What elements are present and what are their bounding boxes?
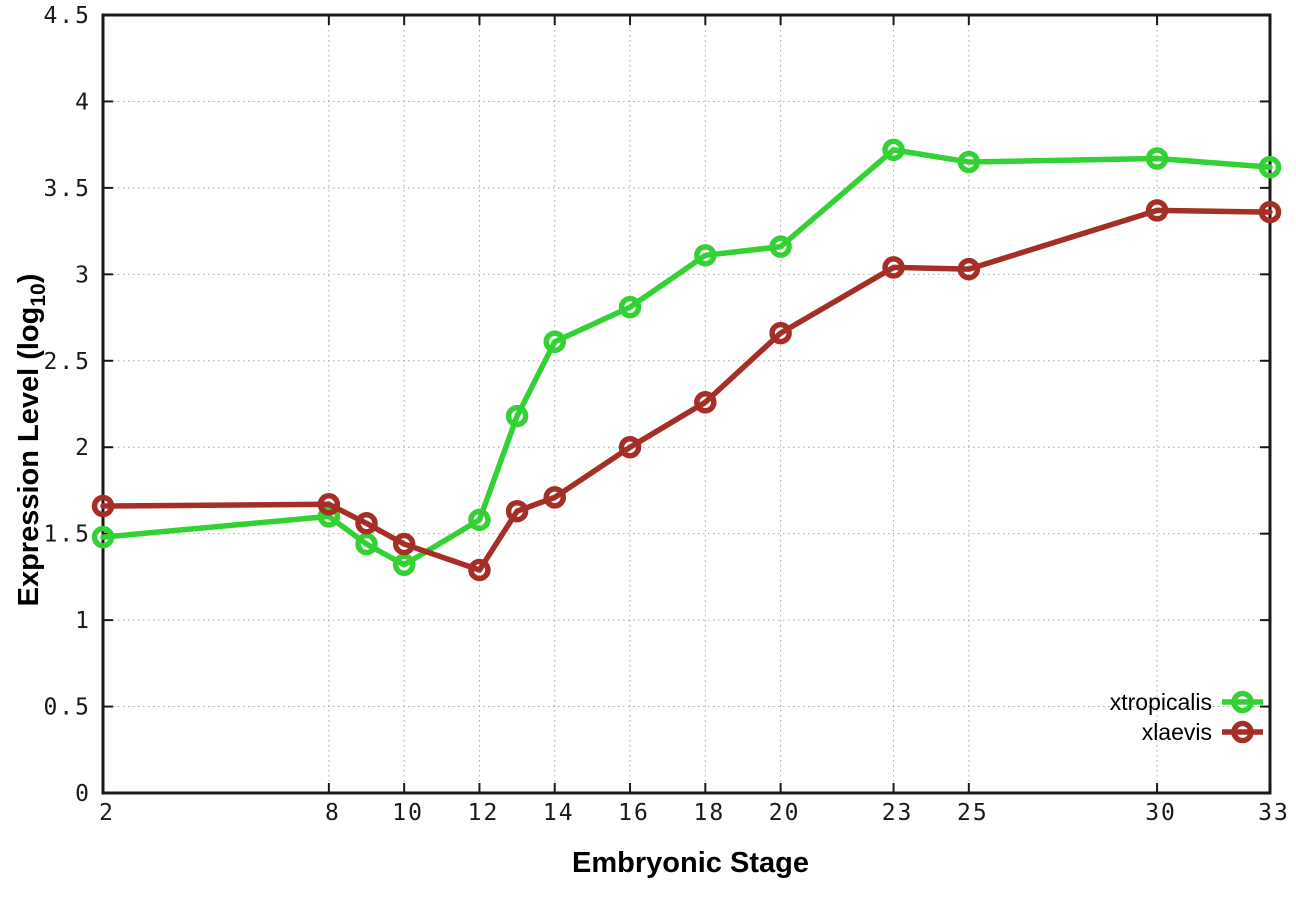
data-point-xtropicalis [392,553,416,577]
x-tick-label: 16 [618,800,650,826]
data-point-xlaevis [618,435,642,459]
data-point-xlaevis [468,558,491,582]
data-point-xtropicalis [957,150,981,174]
plot-border [101,13,1272,795]
data-point-xtropicalis [618,295,642,319]
data-point-xlaevis [769,321,792,345]
legend-sample-marker-xlaevis [1231,720,1254,744]
data-point-xlaevis [543,486,566,509]
data-point-xtropicalis [543,330,566,354]
data-point-xtropicalis [317,505,341,528]
x-tick-label: 8 [325,800,341,826]
legend-label-xtropicalis: xtropicalis [1110,689,1212,715]
y-tick-label: 4.5 [43,3,91,29]
data-point-xlaevis [317,493,341,516]
data-point-xlaevis [355,512,378,535]
data-point-xtropicalis [882,138,905,162]
data-point-xtropicalis [1145,147,1169,170]
y-tick-label: 0 [75,781,91,807]
y-tick-label: 3.5 [43,176,91,202]
data-point-xtropicalis [505,404,529,428]
data-point-xlaevis [392,532,416,556]
data-point-xlaevis [1258,200,1282,224]
x-tick-label: 10 [392,800,424,826]
data-point-xlaevis [957,257,981,281]
data-point-xlaevis [505,499,529,523]
data-point-xlaevis [694,391,717,414]
x-tick-label: 23 [882,800,914,826]
data-point-xlaevis [882,256,905,279]
data-point-xtropicalis [694,244,717,267]
y-tick-label: 3 [75,262,91,288]
data-point-xlaevis [91,494,115,518]
x-tick-label: 12 [468,800,500,826]
x-axis-title: Embryonic Stage [572,847,809,879]
y-axis-title: Expression Level (log10) [13,274,50,607]
x-tick-label: 33 [1258,800,1290,826]
y-tick-label: 4 [75,89,91,115]
x-tick-label: 14 [543,800,575,826]
x-tick-label: 2 [99,800,115,826]
x-tick-label: 30 [1145,800,1177,826]
data-point-xtropicalis [355,532,378,556]
data-point-xlaevis [1145,199,1169,222]
x-tick-label: 18 [693,800,725,826]
y-tick-label: 0.5 [43,695,91,721]
data-point-xtropicalis [769,235,792,258]
series-line-xlaevis [100,207,1273,573]
legend-sample-marker-xtropicalis [1231,690,1254,714]
legend-label-xlaevis: xlaevis [1142,719,1212,745]
x-tick-label: 20 [769,800,801,826]
y-tick-label: 2 [75,435,91,461]
y-tick-label: 1.5 [43,522,91,548]
data-point-xtropicalis [1258,155,1282,179]
y-tick-label: 2.5 [43,349,91,375]
data-point-xtropicalis [91,525,115,549]
y-tick-label: 1 [75,608,91,634]
x-tick-label: 25 [957,800,989,826]
data-point-xtropicalis [468,508,491,532]
